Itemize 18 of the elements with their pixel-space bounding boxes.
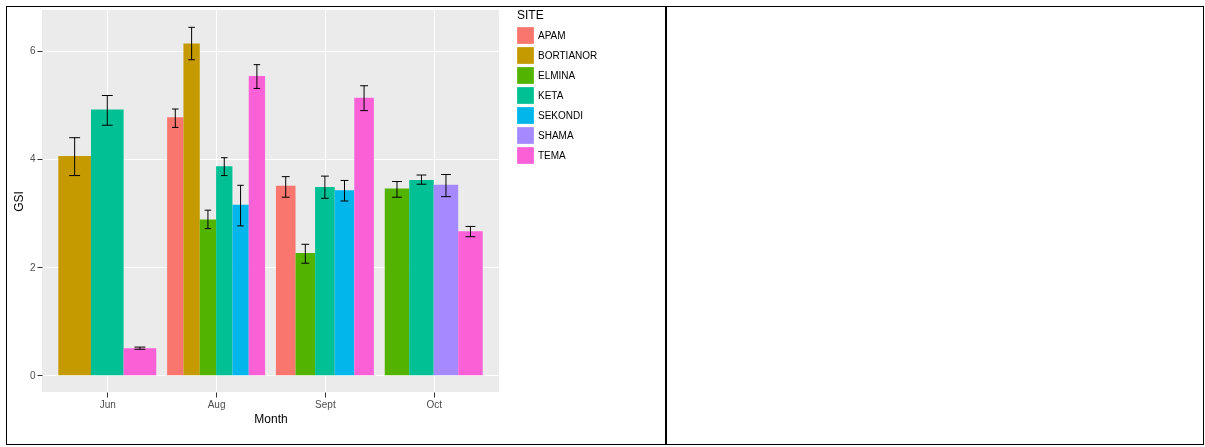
x-tick-label: Oct — [426, 398, 443, 410]
y-tick-label: 4 — [29, 153, 36, 165]
legend-label: KETA — [538, 89, 564, 101]
legend-label: ELMINA — [538, 69, 576, 81]
y-tick-label: 0 — [29, 369, 36, 381]
x-tick-label: Aug — [207, 398, 226, 410]
legend-label: TEMA — [538, 149, 567, 161]
legend-label: SEKONDI — [538, 109, 584, 121]
x-tick-label: Jun — [99, 398, 116, 410]
legend-title: SITE — [517, 8, 544, 22]
y-axis-title: GSI — [11, 191, 26, 212]
legend-label: BORTIANOR — [538, 49, 598, 61]
x-tick-label: Sept — [315, 398, 336, 410]
legend-label: APAM — [538, 29, 566, 41]
legend-label: SHAMA — [538, 129, 574, 141]
y-tick-label: 2 — [29, 261, 36, 273]
y-tick-label: 6 — [29, 45, 36, 57]
x-axis-title: Month — [254, 411, 288, 426]
